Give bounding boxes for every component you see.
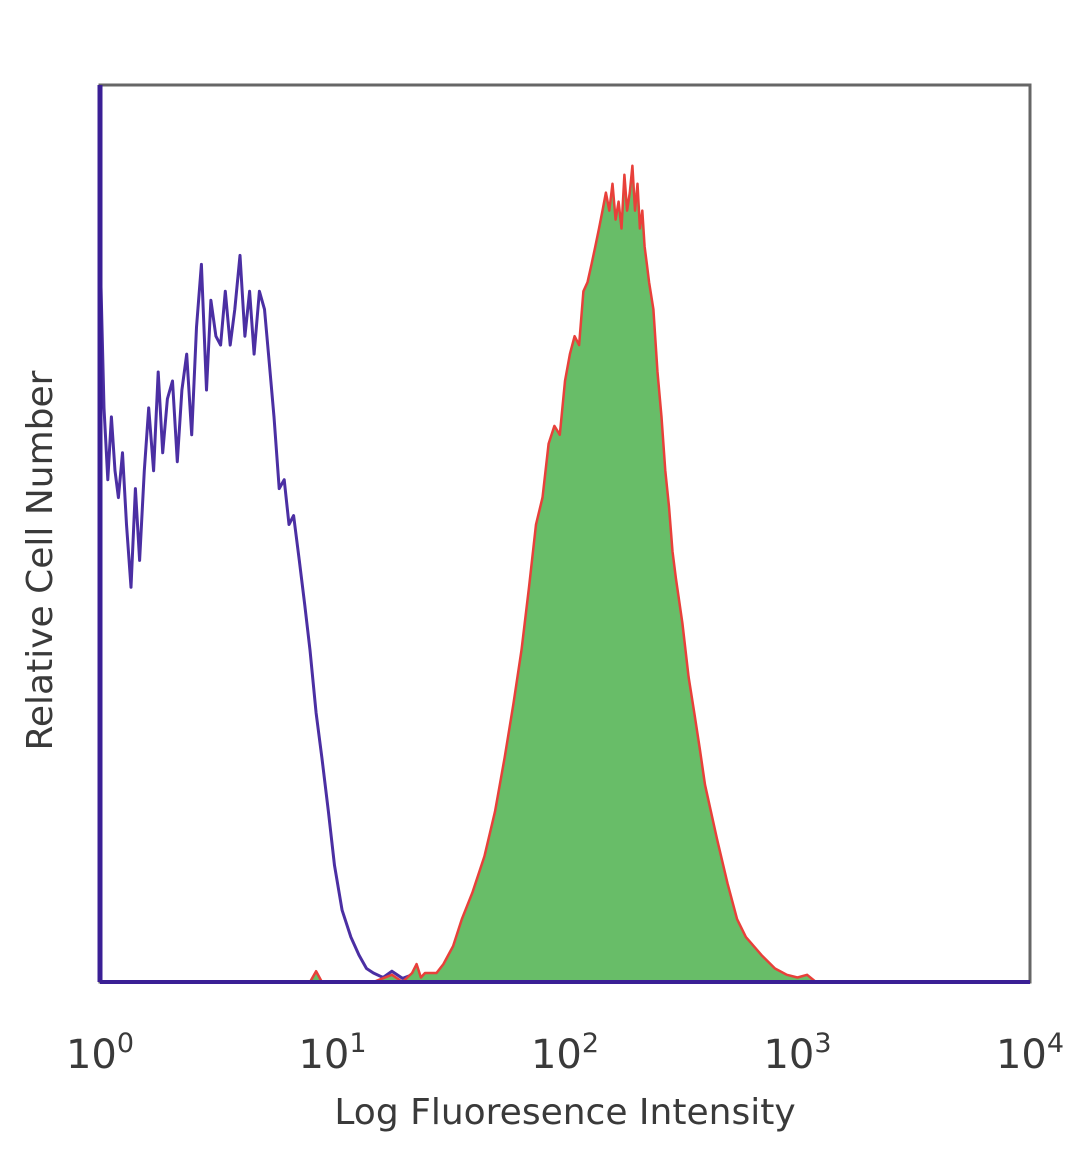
x-tick-label: 100	[66, 1028, 134, 1078]
x-tick-base: 10	[763, 1032, 814, 1078]
x-tick-base: 10	[298, 1032, 349, 1078]
stained-histogram-fill	[100, 165, 1030, 982]
x-tick-label: 102	[531, 1028, 599, 1078]
x-tick-base: 10	[531, 1032, 582, 1078]
x-tick-exponent: 4	[1047, 1028, 1064, 1059]
y-axis-title: Relative Cell Number	[20, 370, 61, 750]
x-tick-exponent: 0	[117, 1028, 134, 1059]
x-tick-label: 101	[298, 1028, 366, 1078]
control-histogram-line	[98, 246, 1030, 984]
x-tick-label: 104	[996, 1028, 1064, 1078]
x-tick-label: 103	[763, 1028, 831, 1078]
x-tick-base: 10	[66, 1032, 117, 1078]
stained-histogram-outline	[100, 164, 1030, 984]
x-tick-labels: 100 101 102 103 104	[66, 1028, 1064, 1078]
x-axis-title: Log Fluoresence Intensity	[334, 1092, 795, 1133]
plot-area	[98, 164, 1030, 984]
x-tick-exponent: 3	[814, 1028, 831, 1059]
x-tick-exponent: 1	[349, 1028, 366, 1059]
x-tick-base: 10	[996, 1032, 1047, 1078]
x-tick-exponent: 2	[582, 1028, 599, 1059]
